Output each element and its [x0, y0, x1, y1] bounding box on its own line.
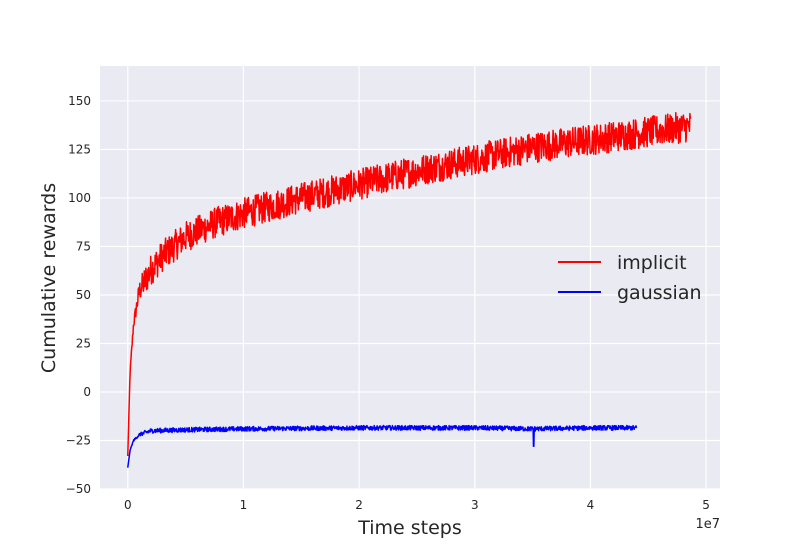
legend: implicit gaussian — [558, 252, 702, 304]
y-tick-label: 75 — [76, 239, 91, 253]
y-tick-label: −50 — [66, 482, 91, 496]
y-tick-label: 100 — [68, 191, 91, 205]
y-tick-label: 125 — [68, 142, 91, 156]
implicit-legend-label: implicit — [617, 252, 687, 274]
x-tick-labels: 0 1 2 3 4 5 — [124, 498, 710, 512]
y-tick-label: 150 — [68, 94, 91, 108]
gaussian-legend-label: gaussian — [617, 282, 702, 304]
x-axis-offset-label: 1e7 — [695, 517, 720, 532]
x-axis-label: Time steps — [357, 517, 462, 539]
gaussian-series-line — [127, 424, 638, 468]
x-tick-label: 4 — [587, 498, 595, 512]
y-tick-label: 50 — [76, 288, 91, 302]
x-tick-label: 3 — [471, 498, 479, 512]
y-tick-labels: −50 −25 0 25 50 75 100 125 150 — [66, 94, 91, 496]
y-axis-label: Cumulative rewards — [38, 183, 60, 373]
y-tick-label: 0 — [83, 385, 91, 399]
grid-lines — [100, 66, 720, 490]
x-tick-label: 0 — [124, 498, 132, 512]
implicit-series-line — [127, 111, 692, 457]
y-tick-label: 25 — [76, 336, 91, 350]
series-layer — [127, 111, 692, 468]
x-tick-label: 1 — [240, 498, 248, 512]
x-tick-label: 5 — [702, 498, 710, 512]
x-tick-label: 2 — [355, 498, 363, 512]
y-tick-label: −25 — [66, 433, 91, 447]
